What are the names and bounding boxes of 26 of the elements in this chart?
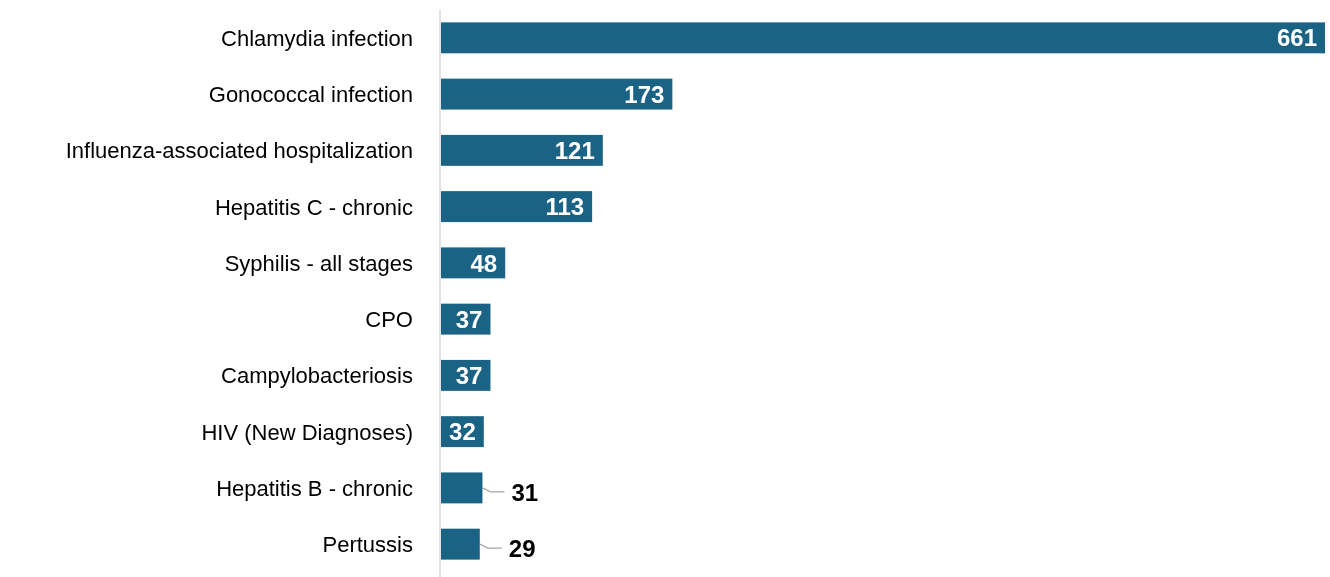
bar: [441, 78, 673, 110]
data-label: 173: [624, 80, 665, 108]
bar: [441, 528, 480, 560]
data-label: 37: [455, 362, 483, 390]
y-tick-label: Hepatitis C - chronic: [214, 194, 413, 220]
data-label: 32: [449, 418, 476, 446]
data-label: 29: [508, 534, 536, 562]
y-tick-label: Syphilis - all stages: [224, 250, 413, 276]
y-tick-label: Hepatitis B - chronic: [216, 475, 413, 501]
y-tick-label: HIV (New Diagnoses): [201, 419, 413, 445]
data-label: 48: [470, 249, 498, 277]
y-tick-label: CPO: [365, 307, 413, 333]
y-tick-label: Pertussis: [322, 532, 413, 558]
data-label: 661: [1276, 24, 1317, 52]
bar: [441, 472, 483, 504]
bar: [441, 191, 593, 223]
y-tick-label: Campylobacteriosis: [221, 363, 413, 389]
y-tick-label: Chlamydia infection: [221, 25, 413, 51]
data-label: 121: [554, 137, 595, 164]
bar: [441, 22, 1325, 54]
bar: [441, 134, 603, 166]
data-label: 37: [455, 305, 483, 333]
y-tick-label: Gonococcal infection: [208, 82, 413, 108]
y-tick-label: Influenza-associated hospitalization: [65, 138, 413, 164]
data-label: 31: [511, 478, 539, 506]
data-label: 113: [545, 193, 585, 221]
